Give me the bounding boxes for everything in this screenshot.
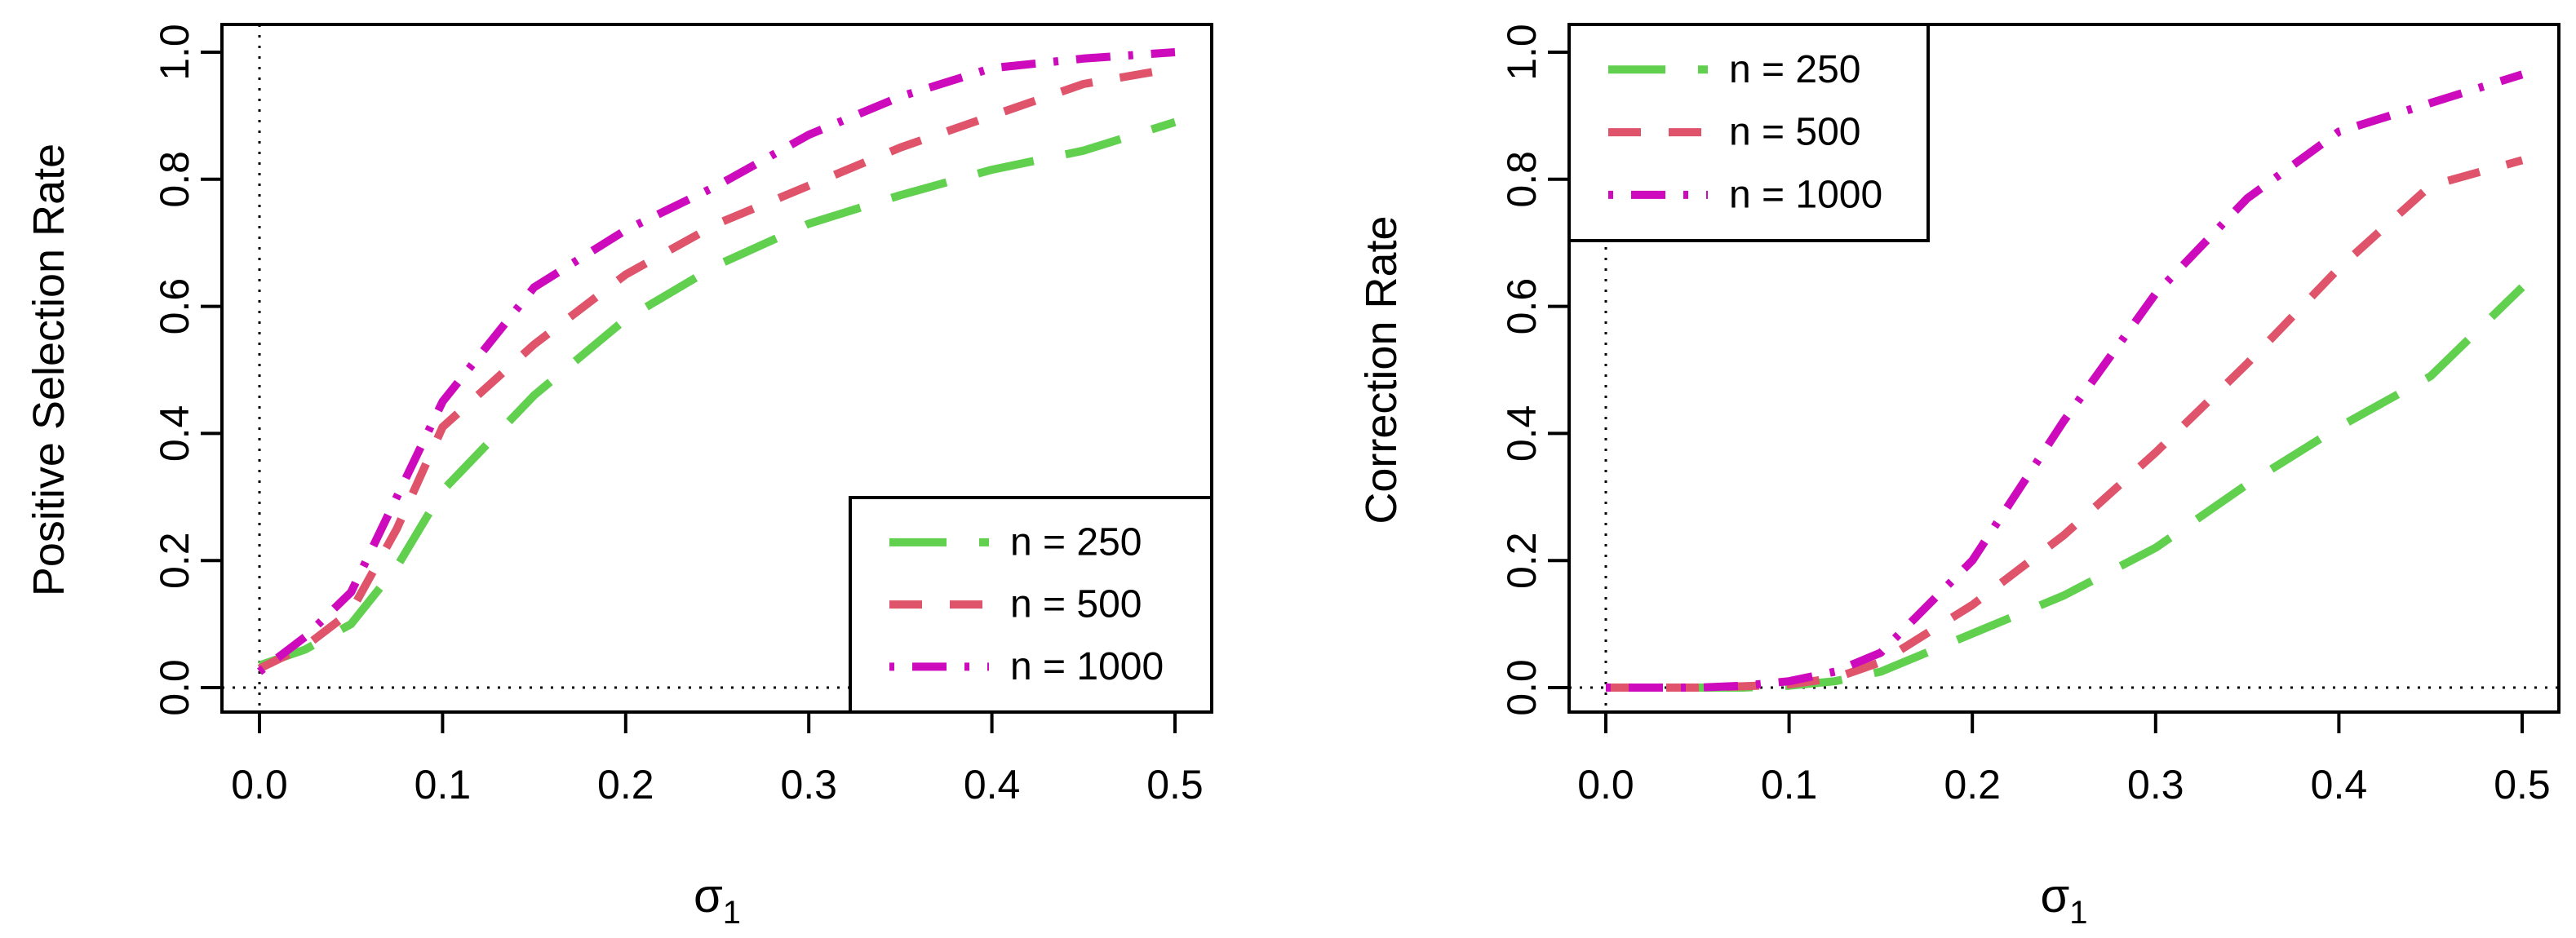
x-axis-label-subscript: 1 (2069, 895, 2087, 931)
x-tick-label: 0.1 (415, 762, 472, 807)
panel-2: 0.0 0.1 0.2 0.3 0.4 0.5 0.0 0.2 0.4 0.6 0.8 1.0 σ1 Co… (1357, 23, 2560, 931)
y-tick-label: 0.0 (1499, 659, 1545, 716)
y-tick-label: 0.0 (152, 659, 197, 716)
x-axis-label: σ1 (694, 869, 741, 931)
legend: n = 250 n = 500 n = 1000 (849, 496, 1213, 714)
series-line-1 (258, 117, 1177, 670)
y-tick-label: 0.4 (1499, 405, 1545, 462)
x-tick-label: 0.2 (1944, 762, 2001, 807)
x-tick-label: 0.0 (1577, 762, 1634, 807)
y-tick-label: 0.2 (1499, 532, 1545, 589)
panel-1: 0.0 0.1 0.2 0.3 0.4 0.5 0.0 0.2 0.4 0.6 0.8 1.0 σ1 Po… (24, 23, 1213, 931)
y-tick-label: 0.8 (152, 151, 197, 208)
series-line-3 (1606, 70, 2524, 692)
x-tick-label: 0.4 (964, 762, 1021, 807)
y-axis-label: Positive Selection Rate (24, 144, 73, 596)
x-axis-label-subscript: 1 (723, 895, 741, 931)
y-tick-label: 0.2 (152, 532, 197, 589)
series-line-2 (257, 64, 1176, 673)
x-tick-label: 0.3 (780, 762, 837, 807)
x-tick-label: 0.5 (1146, 762, 1204, 807)
legend-label: n = 500 (1010, 583, 1142, 626)
series-line-3 (256, 48, 1176, 675)
legend-label: n = 500 (1729, 111, 1860, 154)
y-axis-label: Correction Rate (1357, 215, 1406, 524)
x-tick-label: 0.0 (231, 762, 288, 807)
series-line-1 (1606, 284, 2525, 692)
legend-label: n = 1000 (1729, 173, 1882, 216)
y-tick-label: 0.6 (1499, 278, 1545, 335)
y-tick-label: 0.6 (152, 278, 197, 335)
y-tick-label: 0.8 (1499, 151, 1545, 208)
series-line-2 (1606, 156, 2524, 692)
x-tick-label: 0.1 (1761, 762, 1818, 807)
y-tick-label: 0.4 (152, 405, 197, 462)
y-tick-label: 1.0 (1499, 24, 1545, 81)
legend: n = 250 n = 500 n = 1000 (1567, 23, 1930, 242)
legend-label: n = 250 (1010, 520, 1142, 564)
x-tick-label: 0.2 (597, 762, 654, 807)
legend-label: n = 1000 (1010, 645, 1164, 688)
x-axis-label: σ1 (2040, 869, 2087, 931)
x-tick-label: 0.5 (2494, 762, 2551, 807)
x-tick-label: 0.3 (2127, 762, 2184, 807)
y-tick-label: 1.0 (152, 24, 197, 81)
x-tick-label: 0.4 (2311, 762, 2368, 807)
legend-label: n = 250 (1729, 48, 1860, 91)
